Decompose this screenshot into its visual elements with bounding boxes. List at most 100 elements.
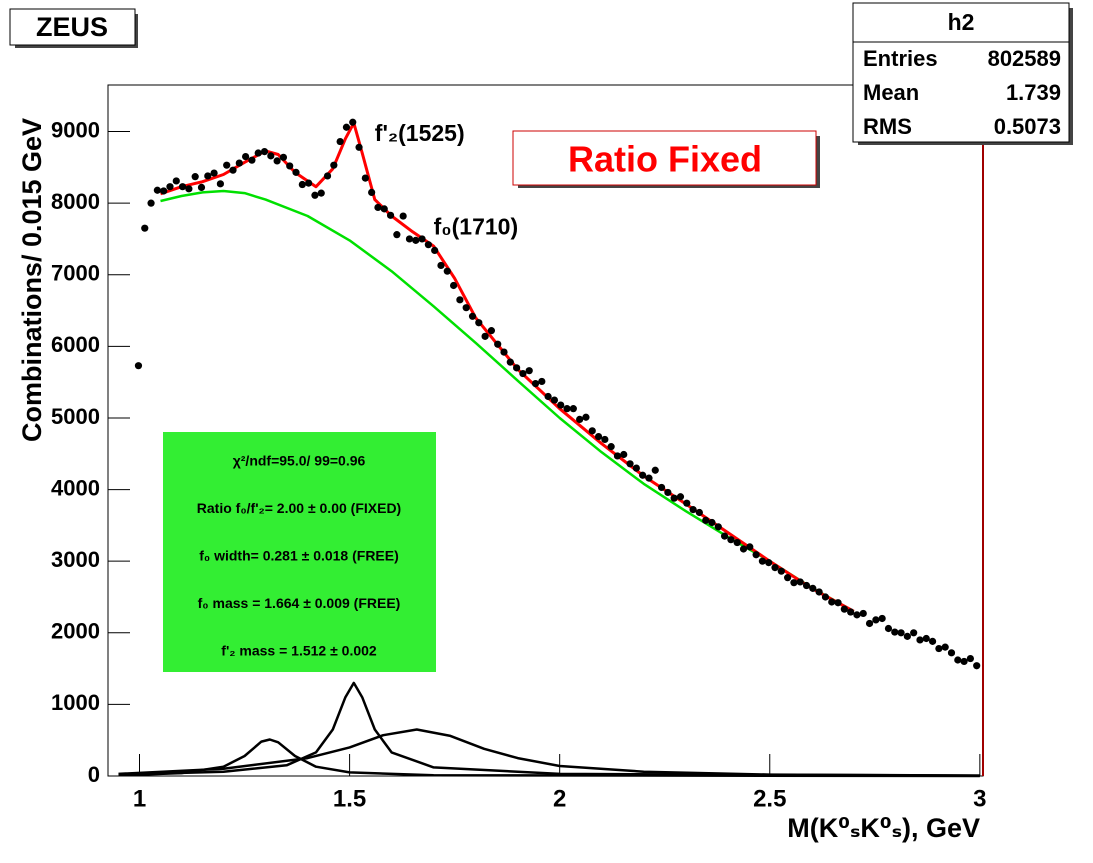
data-point <box>317 189 325 197</box>
data-point <box>141 224 149 232</box>
data-point <box>216 180 224 188</box>
data-point <box>500 348 508 356</box>
y-tick-label: 6000 <box>51 332 100 357</box>
data-point <box>519 369 527 378</box>
data-point <box>865 619 874 628</box>
data-point <box>954 656 962 664</box>
stats-box: h2 <box>852 2 1073 145</box>
data-point <box>210 169 218 177</box>
data-point <box>267 152 275 160</box>
data-point <box>727 536 735 544</box>
data-point <box>204 172 212 180</box>
data-point <box>569 405 577 413</box>
data-point <box>613 452 622 460</box>
data-point <box>828 598 836 606</box>
y-tick-label: 4000 <box>51 475 100 500</box>
data-point <box>563 405 571 413</box>
stats-title: h2 <box>948 9 975 35</box>
y-tick-label: 2000 <box>51 619 100 644</box>
data-point <box>229 166 237 174</box>
data-point <box>632 464 640 472</box>
data-point <box>670 494 678 502</box>
data-point <box>897 629 905 637</box>
stats-value: 1.739 <box>1006 80 1061 105</box>
data-point <box>910 629 918 637</box>
data-point <box>834 599 842 607</box>
data-point <box>620 450 628 459</box>
data-point <box>456 296 464 304</box>
data-point <box>922 634 930 643</box>
data-point <box>853 611 861 619</box>
data-point <box>242 153 250 161</box>
data-point <box>878 614 886 623</box>
data-point <box>689 506 697 514</box>
data-point <box>368 188 376 197</box>
data-point <box>973 662 981 670</box>
data-point <box>462 304 470 312</box>
fit-box <box>163 432 436 672</box>
data-point <box>336 137 344 146</box>
data-point <box>355 143 363 151</box>
data-point <box>960 657 968 666</box>
data-point <box>525 367 533 375</box>
fit-box-line: χ²/ndf=95.0/ 99=0.96 <box>233 453 366 469</box>
data-point <box>966 654 974 663</box>
data-point <box>330 161 338 169</box>
data-point <box>928 637 937 645</box>
y-tick-label: 1000 <box>51 690 100 715</box>
data-point <box>311 191 319 199</box>
data-point <box>147 199 155 207</box>
data-point <box>248 156 256 164</box>
stats-frame <box>852 2 1070 143</box>
x-tick-label: 1.5 <box>333 785 366 812</box>
data-point <box>260 147 269 156</box>
data-point <box>544 392 552 401</box>
data-point <box>884 624 893 633</box>
data-point <box>784 574 792 582</box>
data-point <box>279 153 288 161</box>
data-point <box>802 581 811 590</box>
fit-curve <box>160 189 855 613</box>
fit-curve <box>118 681 980 777</box>
data-point <box>305 179 313 187</box>
data-point <box>191 173 199 181</box>
data-point <box>777 567 785 575</box>
data-point <box>418 235 426 243</box>
data-point <box>286 162 294 170</box>
data-point <box>771 564 779 572</box>
data-point <box>683 499 691 507</box>
data-point <box>916 636 924 644</box>
data-point <box>361 174 369 182</box>
data-point <box>733 538 741 547</box>
data-point <box>720 532 729 540</box>
data-point <box>494 340 502 348</box>
data-point <box>412 236 420 244</box>
data-point <box>475 319 483 327</box>
stats-label: RMS <box>863 114 912 139</box>
data-point <box>840 605 848 613</box>
data-point <box>607 443 615 451</box>
peak-annotation: f₀(1710) <box>434 213 519 239</box>
data-point <box>601 435 609 444</box>
data-point <box>513 364 521 372</box>
data-point <box>639 471 647 479</box>
data-point <box>178 183 187 191</box>
x-axis-title: M(K⁰ₛK⁰ₛ), GeV <box>787 813 980 843</box>
data-point <box>752 551 760 559</box>
data-point <box>185 185 193 193</box>
data-point <box>235 159 243 167</box>
y-tick-label: 0 <box>88 762 100 787</box>
data-point <box>676 493 685 501</box>
data-point <box>758 557 767 565</box>
data-point <box>134 362 143 370</box>
y-tick-label: 3000 <box>51 547 100 572</box>
stats-label: Mean <box>863 80 919 105</box>
y-tick-label: 9000 <box>51 117 100 142</box>
data-point <box>160 187 168 195</box>
y-tick-label: 8000 <box>51 189 100 214</box>
data-point <box>380 205 388 213</box>
x-tick-label: 2.5 <box>753 785 786 812</box>
data-point <box>626 460 634 468</box>
peak-annotation: f'₂(1525) <box>375 120 465 146</box>
